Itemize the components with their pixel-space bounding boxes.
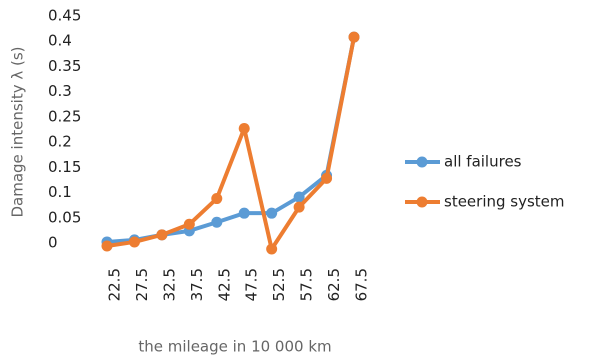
- x-tick-label: 37.5: [188, 268, 206, 301]
- y-tick-label: 0.15: [48, 158, 81, 176]
- legend-label: all failures: [444, 153, 522, 171]
- data-point: [321, 172, 333, 184]
- y-tick-label: 0.2: [48, 133, 72, 151]
- x-tick-label: 57.5: [298, 268, 316, 301]
- x-tick-label: 32.5: [160, 268, 178, 301]
- data-point: [238, 122, 250, 134]
- series-line: [106, 36, 356, 251]
- y-tick-label: 0.25: [48, 107, 81, 125]
- data-point: [128, 236, 140, 248]
- x-tick-label: 52.5: [270, 268, 288, 301]
- x-tick-label: 42.5: [215, 268, 233, 301]
- x-axis-title: the mileage in 10 000 km: [138, 338, 331, 356]
- y-tick-label: 0.35: [48, 57, 81, 75]
- legend-label: steering system: [444, 193, 565, 211]
- y-tick-label: 0.3: [48, 82, 72, 100]
- x-tick-label: 47.5: [243, 268, 261, 301]
- y-tick-label: 0: [48, 234, 58, 252]
- series-line: [106, 36, 356, 244]
- data-point: [211, 193, 223, 205]
- legend-marker: [416, 196, 428, 208]
- x-tick-label: 62.5: [325, 268, 343, 301]
- x-tick-label: 27.5: [133, 268, 151, 301]
- y-axis-title: Damage intensity λ (s): [9, 46, 27, 217]
- data-point: [183, 218, 195, 230]
- x-tick-label: 67.5: [353, 268, 371, 301]
- data-point: [156, 229, 168, 241]
- data-point: [266, 207, 278, 219]
- data-point: [101, 240, 113, 252]
- legend-marker: [416, 156, 428, 168]
- data-point: [211, 216, 223, 228]
- data-point: [293, 201, 305, 213]
- y-tick-label: 0.05: [48, 208, 81, 226]
- x-tick-label: 22.5: [106, 268, 124, 301]
- data-point: [266, 243, 278, 255]
- data-point: [293, 191, 305, 203]
- y-tick-label: 0.1: [48, 183, 72, 201]
- data-point: [348, 31, 360, 43]
- y-tick-label: 0.4: [48, 32, 72, 50]
- data-point: [238, 207, 250, 219]
- y-tick-label: 0.45: [48, 7, 81, 25]
